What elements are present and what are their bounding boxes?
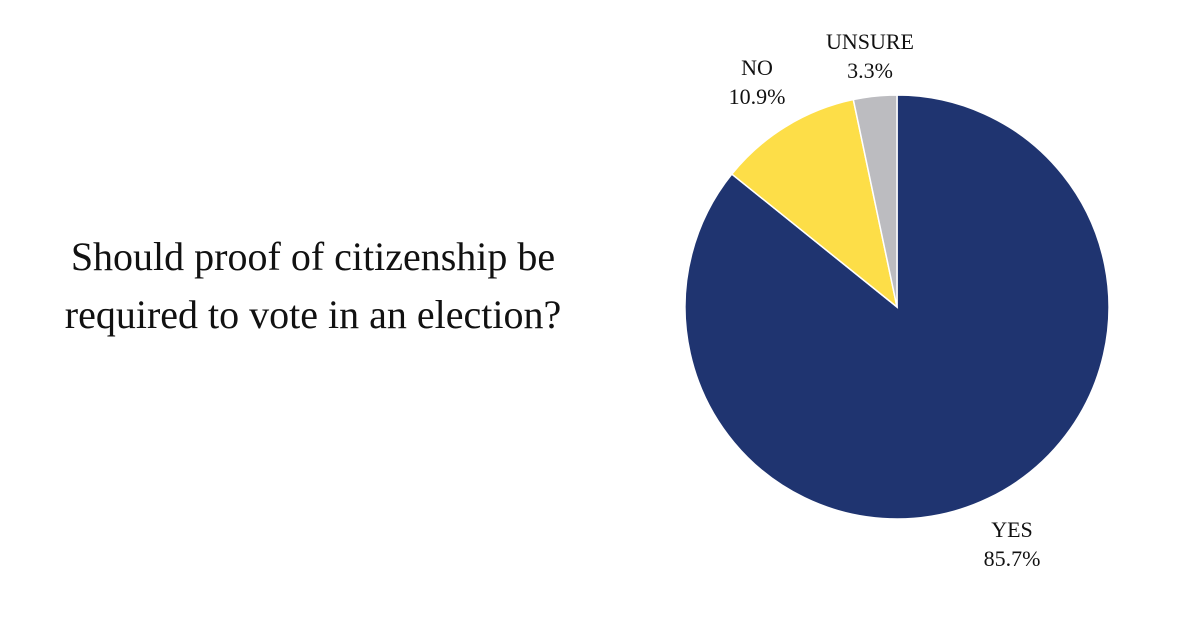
chart-title: Should proof of citizenship be required … — [64, 234, 562, 337]
slice-value-yes: 85.7% — [984, 546, 1041, 571]
slice-label-unsure: UNSURE — [826, 29, 914, 54]
pie-labels: YES 85.7% NO 10.9% UNSURE 3.3% — [729, 29, 1041, 571]
slice-value-no: 10.9% — [729, 84, 786, 109]
slice-label-yes: YES — [991, 517, 1033, 542]
pie-slice-yes — [684, 94, 1110, 520]
slice-value-unsure: 3.3% — [847, 58, 893, 83]
pie-slice-unsure — [852, 94, 898, 308]
pie-slice-no — [730, 98, 899, 309]
slice-label-no: NO — [741, 55, 773, 80]
pie-slices — [684, 94, 1110, 520]
